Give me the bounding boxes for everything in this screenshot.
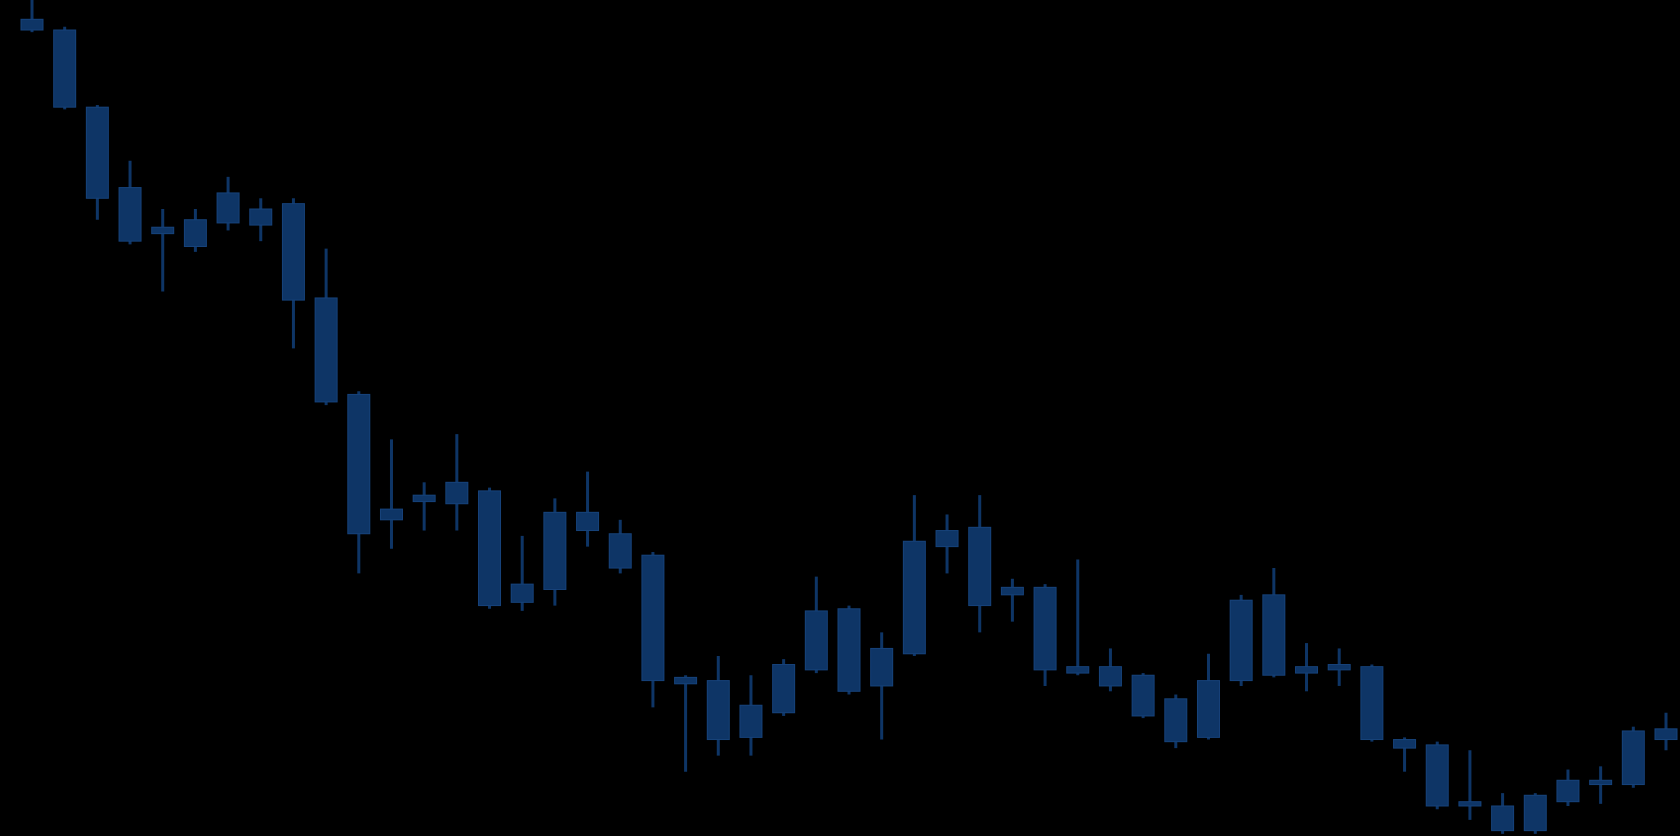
candle-body: [183, 219, 207, 248]
candle-body: [85, 106, 109, 199]
candle-body: [641, 554, 665, 682]
candle-body: [870, 647, 894, 687]
candle-body: [772, 664, 796, 714]
candle-body: [53, 29, 77, 108]
candle-body: [1393, 739, 1417, 749]
candle-body: [608, 533, 632, 569]
candle-body: [1360, 666, 1384, 741]
candle-body: [478, 490, 502, 607]
candle-body: [935, 530, 959, 548]
candle-body: [1033, 586, 1057, 671]
candle-body: [576, 511, 600, 532]
candle-body: [1654, 728, 1678, 741]
candle-body: [968, 526, 992, 607]
candle-body: [379, 508, 403, 521]
candle-body: [1098, 666, 1122, 687]
candle-body: [1000, 586, 1024, 596]
candle-body: [674, 676, 698, 685]
candle-body: [902, 540, 926, 655]
candle-body: [1196, 680, 1220, 738]
candle-body: [151, 226, 175, 235]
candle-body: [1491, 805, 1515, 832]
candle-body: [314, 297, 338, 403]
candle-body: [739, 704, 763, 738]
candle-body: [837, 608, 861, 692]
candle-body: [706, 680, 730, 741]
candle-body: [1458, 801, 1482, 807]
candle-body: [1262, 594, 1286, 676]
candle-body: [1425, 744, 1449, 807]
candle-body: [543, 511, 567, 590]
candle-body: [216, 192, 240, 224]
candle-body: [20, 18, 44, 31]
candle-body: [118, 187, 142, 242]
candle-body: [804, 610, 828, 671]
candle-body: [1589, 779, 1613, 786]
candle-body: [281, 203, 305, 301]
candle-body: [1131, 674, 1155, 717]
candle-body: [1523, 794, 1547, 832]
candle-body: [510, 583, 534, 603]
candle-body: [1164, 698, 1188, 743]
candle-body: [445, 481, 469, 505]
candle-body: [1327, 664, 1351, 671]
candle-body: [1295, 666, 1319, 674]
candle-body: [1066, 666, 1090, 674]
candle-body: [347, 393, 371, 535]
candle-body: [1556, 779, 1580, 803]
candle-body: [1229, 599, 1253, 682]
candle-body: [412, 494, 436, 503]
candle-body: [1621, 730, 1645, 786]
candle-body: [249, 208, 273, 226]
